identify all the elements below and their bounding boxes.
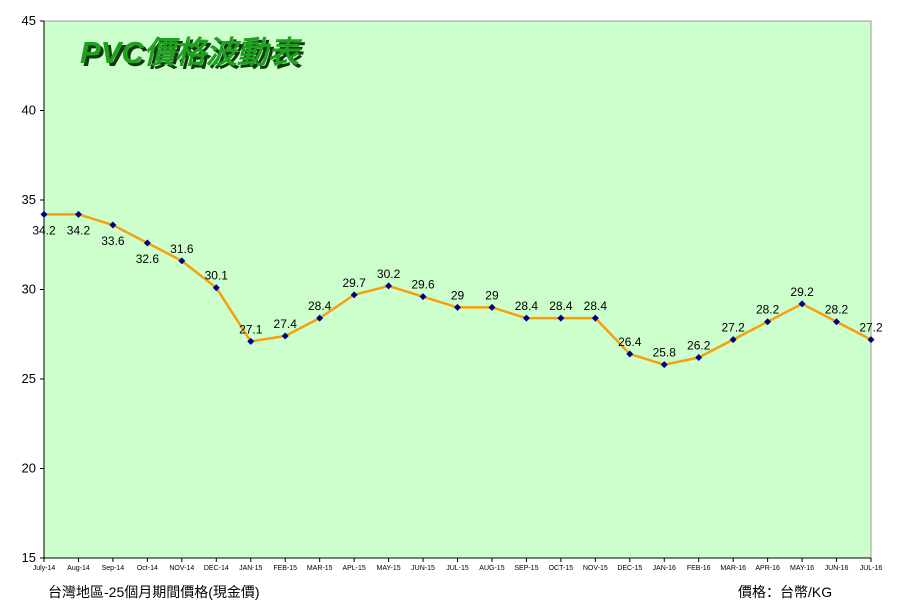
data-label: 29 (485, 288, 499, 302)
x-tick-label: July-14 (33, 565, 56, 572)
data-label: 28.4 (549, 299, 573, 313)
y-tick-label: 15 (22, 550, 36, 565)
x-tick-label: AUG-15 (479, 565, 504, 572)
x-tick-label: NOV-14 (169, 565, 194, 572)
data-point-marker (40, 210, 48, 218)
x-tick-label: FEB-15 (273, 565, 297, 572)
y-tick-label: 45 (22, 13, 36, 28)
data-label: 29 (451, 288, 465, 302)
data-label: 28.4 (515, 299, 539, 313)
data-label: 27.2 (721, 321, 745, 335)
y-tick-label: 20 (22, 461, 36, 476)
data-label: 26.4 (618, 335, 642, 349)
data-label: 30.1 (205, 269, 229, 283)
x-tick-label: JAN-15 (239, 565, 262, 572)
x-tick-label: OCT-15 (549, 565, 574, 572)
marker-layer (40, 210, 875, 369)
data-label: 29.6 (411, 278, 435, 292)
x-axis-ticks: July-14 Aug-14 Sep-14 Oct-14 NOV-14 DEC-14 JAN… (33, 558, 883, 572)
data-point-marker (143, 239, 151, 247)
x-tick-label: MAR-15 (307, 565, 333, 572)
footer-right-note: 價格：台幣/KG (738, 584, 832, 600)
y-tick-label: 30 (22, 282, 36, 297)
data-point-marker (316, 314, 324, 322)
y-tick-label: 40 (22, 103, 36, 118)
data-label: 28.4 (308, 299, 332, 313)
x-tick-label: JAN-16 (653, 565, 676, 572)
x-tick-label: DEC-15 (617, 565, 642, 572)
data-point-marker (350, 291, 358, 299)
x-tick-label: SEP-15 (514, 565, 538, 572)
data-point-marker (522, 314, 530, 322)
x-tick-label: FEB-16 (687, 565, 711, 572)
x-tick-label: Aug-14 (67, 565, 90, 572)
x-tick-label: APL-15 (342, 565, 365, 572)
x-tick-label: APR-16 (755, 565, 780, 572)
x-tick-label: Oct-14 (137, 565, 158, 572)
data-label: 27.1 (239, 322, 263, 336)
data-label: 25.8 (653, 346, 677, 360)
data-point-marker (488, 303, 496, 311)
x-tick-label: MAR-16 (720, 565, 746, 572)
data-label: 32.6 (136, 252, 160, 266)
data-point-marker (178, 257, 186, 265)
data-point-marker (695, 354, 703, 362)
data-label: 26.2 (687, 339, 711, 353)
data-point-marker (385, 282, 393, 290)
data-point-marker (833, 318, 841, 326)
data-point-marker (419, 293, 427, 301)
data-label: 30.2 (377, 267, 401, 281)
data-label: 27.4 (274, 317, 298, 331)
x-tick-label: Sep-14 (102, 565, 125, 572)
data-point-marker (557, 314, 565, 322)
y-tick-label: 35 (22, 192, 36, 207)
data-point-marker (109, 221, 117, 229)
y-axis-ticks: 15 20 25 30 35 40 45 (22, 13, 44, 565)
data-point-marker (798, 300, 806, 308)
x-tick-label: JUN-15 (411, 565, 435, 572)
data-label: 28.2 (756, 303, 780, 317)
data-label: 28.2 (825, 303, 849, 317)
data-label: 29.7 (342, 276, 366, 290)
data-point-marker (454, 303, 461, 311)
x-tick-label: JUL-15 (446, 565, 469, 572)
data-point-marker (281, 332, 289, 340)
x-tick-label: MAY-16 (790, 565, 814, 572)
x-tick-label: JUL-16 (860, 565, 883, 572)
data-label: 28.4 (584, 299, 608, 313)
data-point-marker (626, 350, 634, 358)
x-tick-label: MAY-15 (377, 565, 401, 572)
x-tick-label: NOV-15 (583, 565, 608, 572)
plot-area (43, 20, 872, 559)
data-label: 34.2 (32, 223, 56, 237)
data-label: 33.6 (101, 234, 125, 248)
x-tick-label: JUN-16 (825, 565, 849, 572)
data-point-marker (660, 361, 668, 369)
data-label: 29.2 (790, 285, 814, 299)
chart-title: PVC價格波動表 (80, 35, 303, 70)
chart-title-shadow: PVC價格波動表 (83, 38, 306, 73)
x-tick-label: DEC-14 (204, 565, 229, 572)
data-point-marker (212, 284, 220, 292)
data-point-marker (867, 336, 875, 344)
data-label: 31.6 (170, 242, 194, 256)
data-point-marker (591, 314, 599, 322)
y-tick-label: 25 (22, 371, 36, 386)
footer-left-note: 台灣地區-25個月期間價格(現金價) (48, 584, 260, 600)
data-label: 34.2 (67, 223, 91, 237)
data-labels: 34.2 34.2 33.6 32.6 31.6 30.1 27.1 27.4 28.4 29.7… (32, 223, 883, 359)
data-label: 27.2 (859, 321, 883, 335)
data-point-marker (764, 318, 772, 326)
data-point-marker (247, 337, 255, 345)
data-point-marker (74, 210, 82, 218)
data-point-marker (729, 336, 737, 344)
